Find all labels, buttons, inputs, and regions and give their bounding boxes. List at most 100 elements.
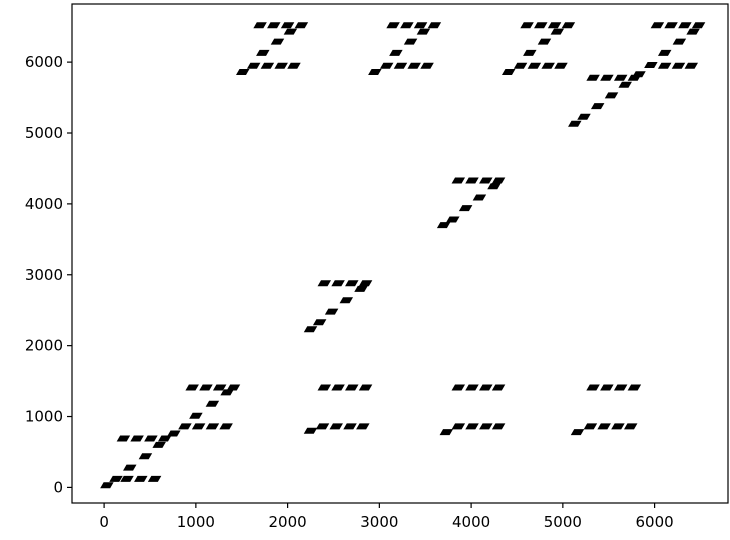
data-point (287, 62, 301, 69)
data-point (420, 62, 434, 69)
y-tick-label: 0 (53, 478, 63, 496)
y-tick-label: 5000 (25, 124, 63, 142)
data-point (345, 280, 359, 287)
data-point (226, 384, 241, 391)
data-point (520, 22, 534, 29)
data-point (577, 113, 591, 120)
data-point (157, 435, 172, 442)
data-point (280, 22, 295, 29)
data-point (235, 69, 250, 75)
data-point (691, 22, 706, 29)
data-point (479, 384, 493, 391)
data-point (627, 74, 642, 81)
data-point (317, 384, 332, 391)
data-point (331, 280, 345, 287)
data-point (303, 427, 318, 434)
data-point (152, 441, 166, 448)
data-point (491, 423, 506, 430)
data-point (672, 38, 687, 45)
data-point (283, 28, 298, 35)
data-point (343, 423, 357, 430)
data-point (623, 423, 638, 430)
x-tick-label: 5000 (544, 513, 582, 531)
data-point (185, 384, 199, 391)
y-tick-label: 1000 (25, 408, 63, 426)
data-point (613, 74, 628, 81)
data-point (671, 62, 686, 69)
data-point (220, 389, 234, 396)
data-point (451, 177, 466, 184)
data-point (627, 384, 642, 391)
data-point (568, 120, 582, 127)
data-point (650, 22, 665, 29)
data-point (274, 62, 288, 69)
data-point (354, 285, 368, 292)
data-point (527, 62, 542, 69)
x-tick-label: 4000 (452, 513, 490, 531)
x-axis: 0 1000 2000 3000 4000 5000 6000 (99, 503, 674, 531)
data-point (644, 62, 658, 68)
data-point (501, 69, 516, 75)
data-point (123, 464, 137, 471)
data-point (205, 400, 220, 407)
data-point (386, 22, 400, 29)
data-point (368, 69, 382, 75)
data-point (138, 453, 153, 460)
data-point (657, 49, 672, 56)
data-point (604, 92, 619, 99)
data-point (472, 194, 487, 201)
data-point (205, 423, 220, 430)
data-point (256, 49, 270, 56)
data-point (379, 62, 394, 69)
data-point (416, 28, 431, 35)
data-point (331, 384, 345, 391)
data-point (590, 103, 605, 110)
y-tick-label: 4000 (25, 195, 63, 213)
data-point (403, 38, 418, 45)
x-tick-label: 6000 (636, 513, 674, 531)
data-point (178, 423, 192, 430)
data-point (134, 475, 148, 482)
y-tick-label: 6000 (25, 53, 63, 71)
data-point (611, 423, 625, 430)
data-point (523, 49, 537, 56)
data-point (550, 28, 565, 35)
data-point (436, 222, 451, 229)
data-point (451, 423, 466, 430)
data-point (684, 62, 699, 69)
x-tick-label: 2000 (269, 513, 307, 531)
data-point (315, 423, 330, 430)
data-point (618, 81, 632, 88)
data-point (479, 423, 493, 430)
data-point (407, 62, 421, 69)
x-tick-label: 3000 (360, 513, 398, 531)
data-point (345, 384, 359, 391)
data-point (613, 384, 628, 391)
data-point (439, 429, 454, 436)
data-point (100, 482, 114, 489)
data-point (199, 384, 213, 391)
data-point (120, 475, 134, 482)
data-point (358, 384, 373, 391)
data-point (393, 62, 408, 69)
data-point (570, 429, 585, 436)
data-point (270, 38, 285, 45)
data-point (487, 183, 501, 190)
y-tick-label: 2000 (25, 337, 63, 355)
data-point (317, 280, 332, 287)
data-point (116, 435, 131, 442)
data-point (586, 74, 600, 81)
data-point (219, 423, 233, 430)
data-point (260, 62, 275, 69)
x-tick-label: 1000 (177, 513, 215, 531)
data-point (446, 216, 460, 223)
data-point (427, 22, 442, 29)
data-point (537, 38, 552, 45)
data-point (600, 384, 614, 391)
data-point (267, 22, 281, 29)
data-point (246, 62, 261, 69)
data-point (541, 62, 555, 69)
data-point (686, 28, 700, 35)
y-tick-label: 3000 (25, 266, 63, 284)
